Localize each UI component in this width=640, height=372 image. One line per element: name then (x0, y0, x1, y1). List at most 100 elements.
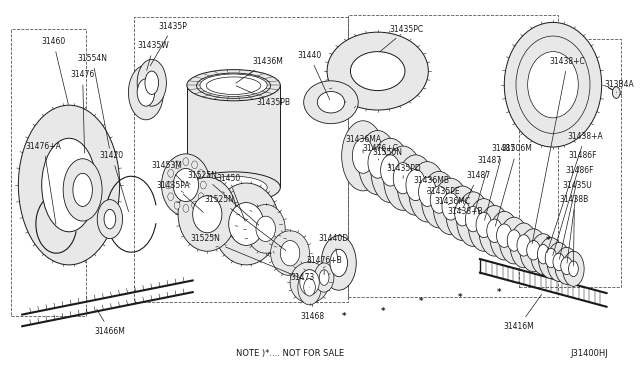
Bar (519, 39, 621, 287)
Ellipse shape (517, 235, 531, 256)
Text: 31416M: 31416M (504, 294, 541, 331)
Ellipse shape (246, 205, 285, 253)
Text: 31420: 31420 (100, 151, 129, 212)
Text: 31436MB: 31436MB (413, 176, 449, 192)
Text: 31554N: 31554N (77, 54, 109, 148)
Text: 31435W: 31435W (138, 41, 170, 70)
Bar (187, 85, 280, 187)
Ellipse shape (547, 243, 570, 282)
Text: 31473: 31473 (291, 273, 315, 287)
Ellipse shape (280, 241, 300, 266)
Ellipse shape (165, 181, 172, 189)
Ellipse shape (538, 244, 549, 264)
Text: 31506M: 31506M (495, 144, 532, 226)
Ellipse shape (555, 247, 579, 284)
Ellipse shape (200, 74, 268, 96)
Ellipse shape (383, 146, 422, 210)
Ellipse shape (42, 138, 96, 232)
Ellipse shape (97, 200, 122, 238)
Ellipse shape (304, 279, 316, 296)
Ellipse shape (183, 205, 189, 212)
Ellipse shape (527, 241, 540, 260)
Ellipse shape (371, 138, 410, 203)
Text: 313B4A: 313B4A (605, 80, 634, 93)
Ellipse shape (510, 223, 538, 268)
Ellipse shape (397, 155, 434, 215)
Text: *: * (380, 307, 385, 316)
Text: 31487: 31487 (484, 144, 515, 220)
Ellipse shape (73, 173, 92, 206)
Ellipse shape (527, 52, 579, 118)
Text: 31436MC: 31436MC (435, 197, 471, 206)
Text: 31487: 31487 (474, 156, 502, 215)
Ellipse shape (465, 206, 481, 232)
Text: 31436MA: 31436MA (345, 135, 381, 153)
Ellipse shape (479, 205, 510, 256)
Ellipse shape (19, 105, 120, 265)
Ellipse shape (531, 234, 556, 275)
Ellipse shape (430, 186, 448, 213)
Ellipse shape (198, 193, 204, 201)
Ellipse shape (63, 159, 102, 221)
Text: 31486F: 31486F (559, 166, 593, 259)
Ellipse shape (508, 230, 521, 251)
Text: 31468: 31468 (300, 305, 324, 321)
Ellipse shape (321, 236, 356, 290)
Ellipse shape (468, 199, 499, 251)
Ellipse shape (342, 121, 385, 191)
Text: 31476+C: 31476+C (363, 144, 399, 160)
Ellipse shape (200, 176, 268, 199)
Text: 31438+C: 31438+C (532, 57, 586, 244)
Ellipse shape (487, 219, 502, 243)
Ellipse shape (174, 201, 180, 209)
Ellipse shape (561, 257, 572, 275)
Ellipse shape (499, 217, 529, 264)
Text: *: * (458, 292, 463, 302)
Ellipse shape (187, 70, 280, 101)
Ellipse shape (419, 177, 436, 206)
Ellipse shape (409, 162, 446, 222)
Ellipse shape (145, 71, 159, 94)
Ellipse shape (433, 178, 468, 235)
Ellipse shape (183, 158, 189, 166)
Text: 31476: 31476 (70, 70, 95, 153)
Ellipse shape (137, 60, 166, 106)
Ellipse shape (330, 249, 348, 276)
Ellipse shape (168, 169, 173, 177)
Ellipse shape (446, 186, 479, 241)
Ellipse shape (422, 171, 456, 228)
Ellipse shape (538, 238, 564, 279)
Ellipse shape (314, 263, 334, 292)
Ellipse shape (545, 248, 557, 268)
Text: 31487: 31487 (463, 171, 490, 207)
Text: *: * (341, 312, 346, 321)
Ellipse shape (454, 201, 470, 226)
Bar (134, 17, 348, 302)
Bar (11, 29, 86, 317)
Text: J31400HJ: J31400HJ (571, 349, 609, 358)
Ellipse shape (406, 169, 426, 201)
Ellipse shape (353, 138, 374, 173)
Text: 31440: 31440 (298, 51, 330, 100)
Ellipse shape (319, 270, 329, 285)
Ellipse shape (304, 81, 358, 124)
Ellipse shape (137, 79, 155, 106)
Ellipse shape (192, 201, 198, 209)
Ellipse shape (173, 169, 198, 202)
Ellipse shape (298, 270, 321, 305)
Ellipse shape (368, 147, 387, 178)
Text: 31435PD: 31435PD (387, 164, 421, 178)
Text: 31466M: 31466M (95, 309, 125, 336)
Ellipse shape (161, 154, 210, 216)
Text: 31460: 31460 (42, 37, 68, 105)
Ellipse shape (198, 169, 204, 177)
Ellipse shape (129, 65, 163, 120)
Text: 31525N: 31525N (188, 171, 259, 225)
Ellipse shape (516, 36, 590, 134)
Text: 31438+A: 31438+A (547, 132, 603, 253)
Ellipse shape (256, 216, 275, 241)
Text: 31525N: 31525N (190, 234, 304, 279)
Ellipse shape (300, 270, 319, 295)
Ellipse shape (168, 193, 173, 201)
Text: 31438+B: 31438+B (447, 207, 483, 216)
